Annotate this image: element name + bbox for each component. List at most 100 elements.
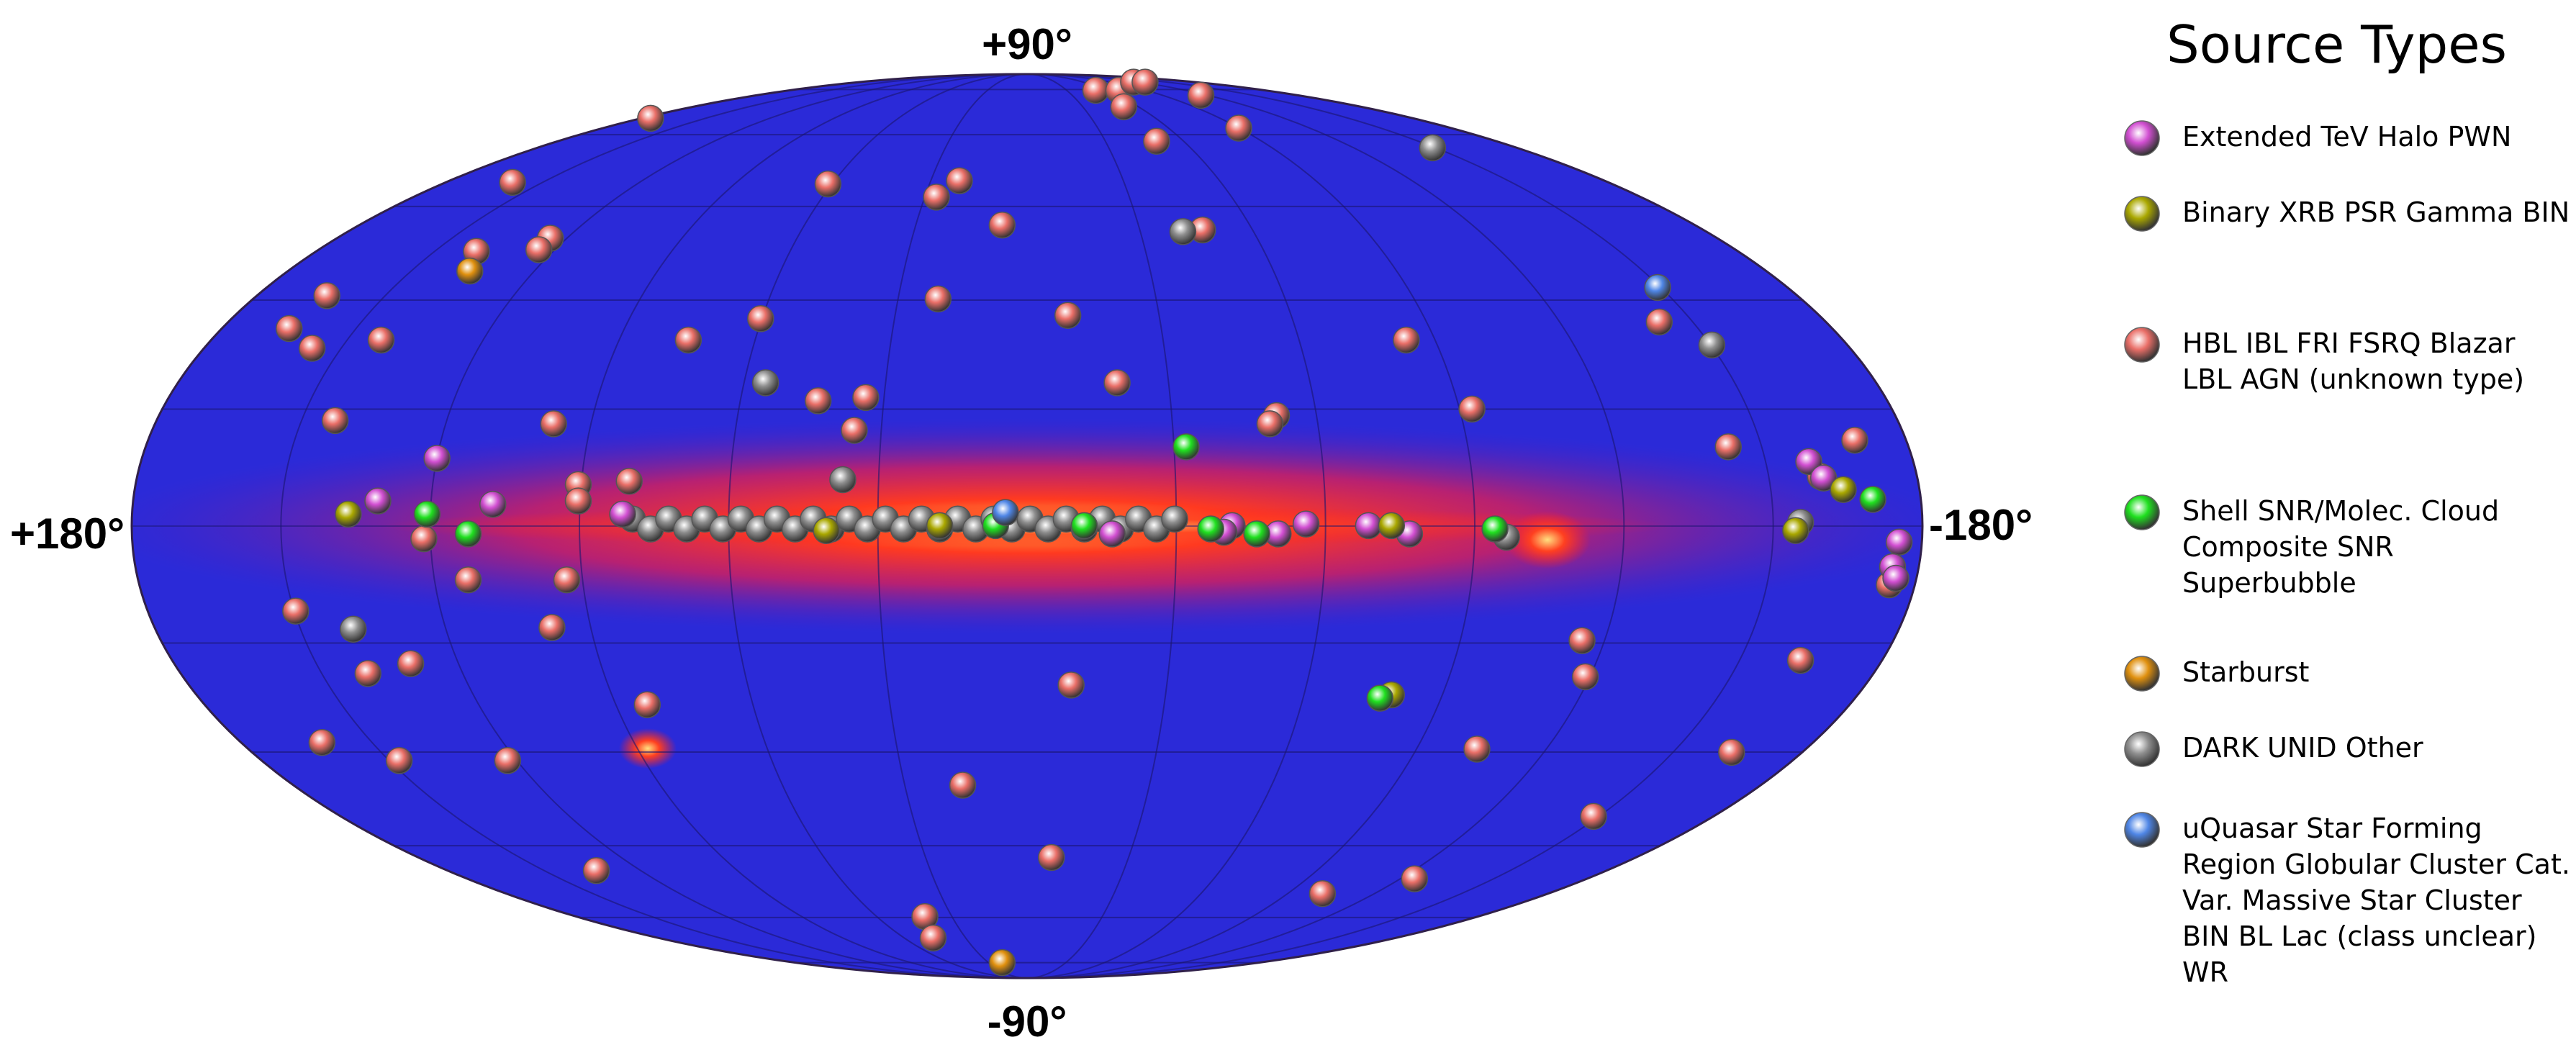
- source-marker: [924, 285, 952, 313]
- source-marker: [1366, 684, 1394, 712]
- source-marker: [1458, 395, 1486, 423]
- source-marker: [813, 517, 840, 545]
- source-marker: [1786, 646, 1815, 674]
- sky-map: +90° -90° +180° -180°: [10, 20, 2033, 1046]
- source-marker: [454, 566, 482, 594]
- source-marker: [1038, 843, 1065, 872]
- source-marker: [1161, 505, 1188, 533]
- legend-entry: HBL IBL FRI FSRQ Blazar LBL AGN (unknown…: [2182, 327, 2525, 395]
- legend-marker: [2124, 494, 2160, 530]
- source-marker: [1782, 517, 1809, 545]
- source-marker: [814, 170, 842, 198]
- source-marker: [275, 314, 303, 343]
- source-marker: [949, 771, 977, 799]
- source-marker: [1841, 426, 1868, 454]
- source-marker: [988, 211, 1016, 239]
- source-marker: [1481, 515, 1509, 543]
- source-marker: [1698, 331, 1726, 359]
- legend-marker: [2124, 656, 2160, 692]
- source-marker: [1859, 486, 1886, 513]
- legend-marker: [2124, 812, 2160, 848]
- legend-entry: Extended TeV Halo PWN: [2182, 121, 2512, 153]
- source-marker: [335, 500, 362, 528]
- source-marker: [525, 236, 553, 263]
- source-marker: [1718, 738, 1745, 766]
- source-marker: [1292, 510, 1320, 538]
- source-marker: [1054, 302, 1082, 329]
- source-marker: [479, 490, 507, 518]
- source-marker: [1256, 410, 1284, 438]
- axis-label: +90°: [982, 20, 1072, 68]
- source-marker: [1393, 326, 1420, 354]
- source-marker: [364, 487, 392, 515]
- source-marker: [1644, 273, 1671, 302]
- source-marker: [1070, 512, 1098, 540]
- axis-label: -90°: [988, 997, 1067, 1046]
- source-marker: [923, 184, 950, 211]
- source-marker: [423, 445, 451, 472]
- source-marker: [633, 691, 661, 718]
- source-marker: [321, 407, 349, 435]
- source-marker: [1057, 671, 1085, 699]
- source-marker: [499, 168, 526, 196]
- legend-entry: Binary XRB PSR Gamma BIN: [2182, 196, 2570, 228]
- source-marker: [564, 487, 592, 515]
- source-marker: [1103, 369, 1131, 397]
- source-marker: [1131, 68, 1159, 96]
- legend-entry: Starburst: [2182, 656, 2310, 688]
- source-marker: [494, 747, 522, 774]
- source-marker: [841, 417, 868, 444]
- source-marker: [553, 566, 581, 594]
- source-marker: [1172, 433, 1200, 461]
- source-marker: [298, 335, 326, 362]
- source-marker: [852, 384, 880, 412]
- source-marker: [1098, 520, 1126, 548]
- legend-marker: [2124, 327, 2160, 363]
- source-marker: [456, 257, 484, 285]
- source-marker: [413, 500, 441, 528]
- legend-entry: DARK UNID Other: [2182, 732, 2423, 764]
- axis-label: -180°: [1929, 501, 2033, 549]
- source-marker: [1463, 736, 1491, 763]
- source-marker: [751, 369, 779, 397]
- source-marker: [829, 466, 857, 494]
- source-marker: [1197, 515, 1224, 543]
- source-marker: [674, 326, 702, 354]
- legend-entry: uQuasar Star Forming Region Globular Clu…: [2182, 813, 2570, 988]
- source-marker: [1645, 308, 1673, 336]
- source-marker: [385, 747, 413, 774]
- source-marker: [354, 660, 382, 687]
- source-marker: [582, 856, 610, 884]
- source-marker: [1169, 218, 1197, 245]
- source-marker: [454, 520, 482, 548]
- source-marker: [1571, 663, 1599, 691]
- source-marker: [804, 387, 832, 415]
- axis-label: +180°: [10, 510, 125, 558]
- legend-marker: [2124, 120, 2160, 156]
- source-marker: [308, 728, 336, 756]
- source-marker: [1143, 127, 1170, 155]
- source-marker: [1110, 93, 1137, 121]
- source-marker: [397, 650, 425, 677]
- source-marker: [1378, 512, 1406, 540]
- source-marker: [615, 468, 643, 495]
- source-marker: [1714, 433, 1742, 461]
- source-marker: [1568, 627, 1596, 654]
- source-marker: [1580, 802, 1607, 831]
- source-marker: [282, 597, 309, 625]
- source-marker: [1830, 476, 1857, 503]
- source-marker: [946, 167, 973, 194]
- source-marker: [609, 500, 636, 528]
- source-marker: [1243, 520, 1270, 548]
- legend-entry: Shell SNR/Molec. Cloud Composite SNR Sup…: [2182, 495, 2500, 599]
- source-marker: [1419, 134, 1447, 162]
- source-marker: [339, 615, 367, 643]
- source-marker: [992, 499, 1019, 526]
- legend-title: Source Types: [2166, 14, 2508, 75]
- source-marker: [926, 512, 954, 540]
- source-marker: [919, 924, 947, 952]
- source-marker: [1309, 879, 1337, 908]
- source-marker: [988, 949, 1016, 977]
- source-marker: [367, 326, 395, 354]
